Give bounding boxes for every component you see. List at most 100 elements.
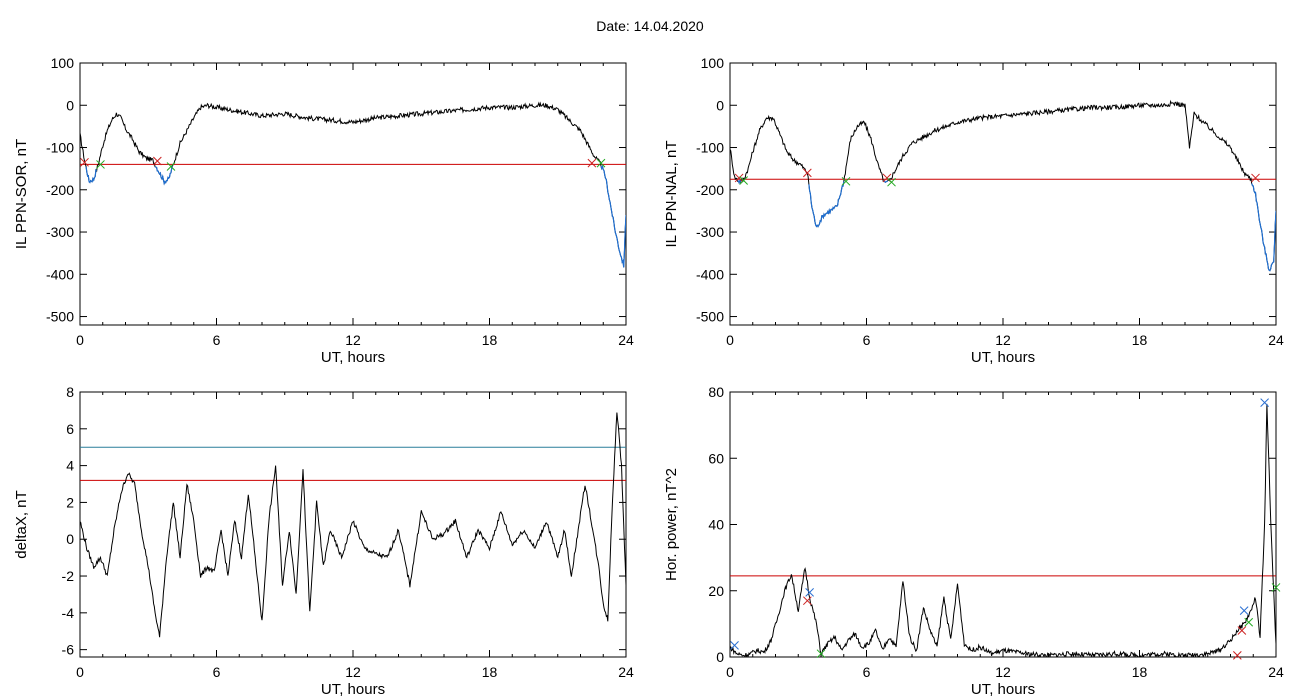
- y-axis-label: IL PPN-NAL, nT: [663, 141, 680, 248]
- x-tick-label: 6: [213, 664, 221, 680]
- y-tick-label: -2: [62, 568, 75, 584]
- cross-marker: [80, 157, 89, 167]
- y-tick-label: -300: [46, 224, 74, 240]
- cross-marker: [734, 173, 744, 183]
- x-tick-label: 6: [213, 332, 221, 348]
- cross-marker-stroke: [152, 156, 162, 166]
- cross-marker: [166, 162, 176, 171]
- cross-marker: [1251, 173, 1260, 183]
- chart-hor-power: 80 60 40 20 00 6 12 18 24 UT, hours Hor. power, nT…: [663, 384, 1284, 698]
- x-axis-label: UT, hours: [971, 681, 1035, 698]
- y-tick-label: -400: [46, 266, 74, 282]
- x-axis-label: UT, hours: [971, 349, 1035, 366]
- cross-marker-stroke: [1271, 583, 1281, 592]
- cross-marker-stroke: [80, 157, 89, 167]
- cross-marker: [596, 158, 606, 168]
- x-tick-label: 0: [76, 664, 84, 680]
- cross-marker-stroke: [587, 158, 597, 168]
- x-tick-label: 24: [1268, 664, 1284, 680]
- y-tick-label: -500: [46, 309, 74, 325]
- x-tick-label: 6: [863, 332, 871, 348]
- y-tick-label: -6: [62, 642, 75, 658]
- x-tick-label: 0: [726, 664, 734, 680]
- y-tick-label: 2: [66, 494, 74, 510]
- cross-marker: [730, 641, 739, 650]
- y-tick-label: -300: [696, 224, 724, 240]
- y-tick-label: -100: [696, 140, 724, 156]
- cross-marker-stroke: [1251, 173, 1260, 183]
- series-line: [730, 403, 1276, 657]
- cross-marker-stroke: [1237, 626, 1247, 635]
- cross-marker-stroke: [802, 168, 812, 178]
- x-tick-label: 0: [76, 332, 84, 348]
- x-tick-label: 24: [618, 332, 634, 348]
- y-tick-label: 6: [66, 421, 74, 437]
- cross-marker-stroke: [882, 173, 892, 183]
- plot-frame: [729, 62, 1277, 326]
- y-tick-label: -200: [696, 182, 724, 198]
- y-tick-label: -500: [696, 309, 724, 325]
- cross-marker: [1237, 626, 1247, 635]
- x-tick-label: 12: [995, 664, 1011, 680]
- y-tick-label: -4: [62, 605, 75, 621]
- y-tick-label: 100: [701, 55, 725, 71]
- y-tick-label: 0: [716, 649, 724, 665]
- cross-marker: [1232, 650, 1242, 660]
- cross-marker: [816, 649, 826, 659]
- cross-marker: [739, 176, 749, 185]
- cross-marker-stroke: [887, 177, 896, 187]
- x-tick-label: 24: [618, 664, 634, 680]
- series-line: [80, 101, 626, 268]
- cross-marker-stroke: [166, 162, 176, 171]
- y-tick-label: 40: [708, 517, 724, 533]
- x-tick-label: 12: [345, 664, 361, 680]
- cross-marker-stroke: [1260, 398, 1269, 407]
- page-title: Date: 14.04.2020: [596, 18, 704, 34]
- y-axis-label: deltaX, nT: [13, 490, 30, 558]
- x-tick-label: 0: [726, 332, 734, 348]
- y-tick-label: 0: [66, 531, 74, 547]
- plot-frame: [79, 62, 627, 326]
- y-tick-label: 60: [708, 450, 724, 466]
- x-tick-label: 6: [863, 664, 871, 680]
- cross-marker-stroke: [802, 596, 812, 606]
- cross-marker-stroke: [739, 176, 749, 185]
- series-line: [80, 412, 626, 638]
- x-tick-label: 18: [1132, 664, 1148, 680]
- y-axis-label: Hor. power, nT^2: [663, 468, 680, 581]
- cross-marker-stroke: [841, 176, 851, 186]
- cross-marker: [587, 158, 597, 168]
- cross-marker: [802, 168, 812, 178]
- y-tick-label: 8: [66, 384, 74, 400]
- x-tick-label: 12: [345, 332, 361, 348]
- plot-frame: [79, 391, 627, 658]
- cross-marker-stroke: [1232, 650, 1242, 660]
- series-active-line: [737, 178, 1276, 272]
- x-axis-label: UT, hours: [321, 681, 385, 698]
- y-tick-label: 100: [51, 55, 75, 71]
- cross-marker-stroke: [96, 160, 105, 169]
- y-tick-label: 4: [66, 458, 74, 474]
- cross-marker: [1271, 583, 1281, 592]
- series-active-line: [85, 164, 626, 268]
- x-axis-label: UT, hours: [321, 349, 385, 366]
- cross-marker: [96, 160, 105, 169]
- cross-marker: [1239, 606, 1249, 615]
- cross-marker-stroke: [734, 173, 744, 183]
- cross-marker-stroke: [1244, 617, 1254, 627]
- y-tick-label: -400: [696, 266, 724, 282]
- x-tick-label: 18: [1132, 332, 1148, 348]
- y-tick-label: 0: [716, 97, 724, 113]
- y-tick-label: 80: [708, 384, 724, 400]
- y-axis-label: IL PPN-SOR, nT: [13, 139, 30, 249]
- x-tick-label: 18: [482, 664, 498, 680]
- y-tick-label: 0: [66, 97, 74, 113]
- cross-marker: [805, 588, 814, 597]
- cross-marker-stroke: [805, 588, 814, 597]
- y-tick-label: 20: [708, 583, 724, 599]
- cross-marker: [802, 596, 812, 606]
